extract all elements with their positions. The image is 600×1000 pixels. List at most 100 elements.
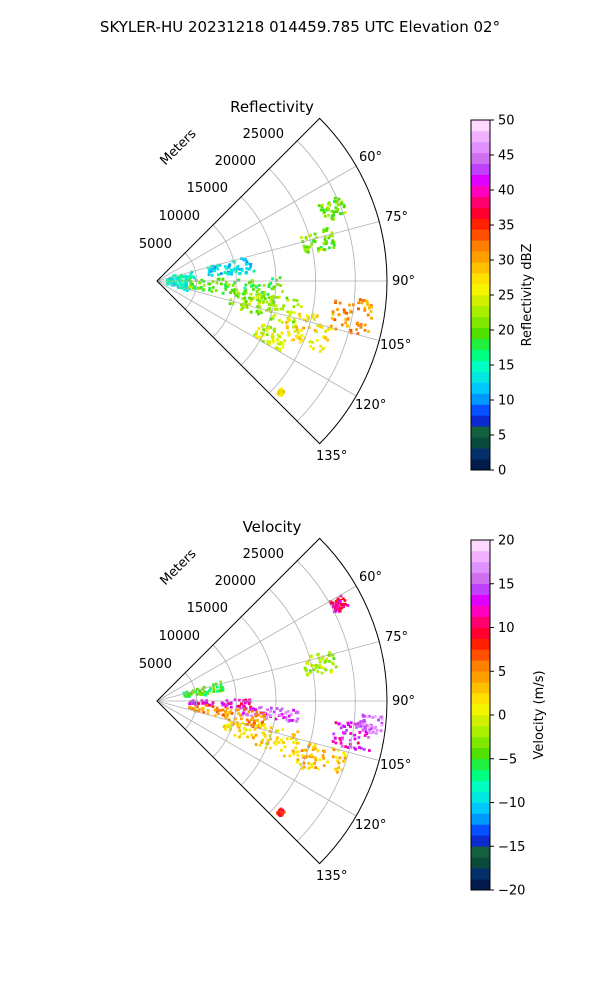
radar-gate	[221, 277, 225, 281]
radar-gate	[282, 741, 285, 744]
radar-gate	[304, 748, 308, 752]
radar-gate	[224, 727, 227, 731]
colorbar-segment	[471, 780, 490, 792]
radar-gate	[323, 237, 327, 241]
radar-gate	[359, 323, 363, 326]
radar-gate	[313, 743, 317, 747]
radar-gate	[286, 298, 290, 302]
radar-gate	[259, 293, 262, 297]
radar-gate	[302, 244, 306, 248]
radar-gate	[281, 808, 285, 812]
radar-gate	[356, 724, 360, 728]
radar-gate	[243, 707, 247, 711]
radar-gate	[221, 291, 225, 295]
radar-gate	[236, 708, 240, 712]
radar-gate	[327, 236, 331, 240]
radar-gate	[242, 704, 245, 708]
radar-gate	[339, 594, 343, 598]
radar-gate	[257, 312, 260, 316]
radar-gate	[307, 326, 311, 330]
radar-gate	[368, 729, 372, 732]
radar-gate	[279, 807, 283, 811]
radar-gate	[271, 301, 274, 304]
radar-gate	[332, 246, 336, 249]
radar-gate	[236, 265, 240, 268]
radar-gate	[370, 316, 373, 320]
radar-gate	[359, 298, 362, 302]
radar-gate	[283, 339, 287, 343]
colorbar-segment	[471, 152, 490, 165]
radar-gate	[183, 274, 187, 278]
radial-tick-label: 10000	[159, 209, 200, 224]
radar-gate	[334, 665, 338, 669]
radar-gate	[292, 317, 296, 321]
radar-gate	[263, 717, 266, 721]
colorbar-segment	[471, 649, 490, 661]
colorbar-segment	[471, 835, 490, 847]
radar-gate	[250, 284, 253, 288]
azimuth-tick-label: 90°	[392, 694, 415, 709]
radar-gate	[254, 743, 258, 746]
radar-gate	[309, 345, 312, 348]
figure-suptitle: SKYLER-HU 20231218 014459.785 UTC Elevat…	[100, 18, 500, 36]
radar-gate	[342, 605, 346, 608]
radar-gate	[228, 725, 231, 728]
radar-gate	[284, 711, 288, 715]
radar-gate	[338, 301, 342, 305]
velocity-panel: Velocity Meters 5000 10000 15000 20000 2…	[139, 518, 547, 899]
radar-gate	[279, 738, 283, 742]
radar-gate	[268, 340, 272, 344]
radar-gate	[331, 755, 335, 759]
radar-gate	[230, 721, 233, 724]
velocity-title: Velocity	[243, 518, 302, 536]
radar-gate	[224, 287, 228, 291]
radar-gate	[229, 268, 233, 272]
reflectivity-sector-frame	[156, 117, 388, 445]
radar-gate	[367, 727, 371, 730]
radar-gate	[191, 275, 195, 278]
radar-gate	[256, 296, 260, 300]
radar-gate	[335, 770, 339, 774]
radar-gate	[359, 724, 363, 728]
radar-gate	[248, 296, 251, 300]
radar-gate	[298, 762, 302, 766]
radar-gate	[344, 318, 348, 321]
radar-gate	[249, 299, 253, 302]
radar-gate	[379, 715, 383, 719]
radar-gate	[365, 300, 369, 304]
radar-gate	[248, 281, 251, 285]
radar-gate	[257, 292, 261, 296]
radar-gate	[249, 723, 253, 727]
radar-gate	[338, 737, 342, 740]
radar-gate	[295, 750, 298, 754]
radar-gate	[185, 690, 189, 694]
radar-gate	[292, 305, 296, 308]
colorbar-segment	[471, 229, 490, 241]
radar-gate	[223, 283, 227, 287]
radar-gate	[337, 761, 341, 765]
reflectivity-range-label: Meters	[158, 126, 200, 168]
radar-gate	[316, 324, 320, 327]
radar-gate	[220, 701, 224, 705]
radar-gate	[323, 248, 326, 251]
radar-gate	[289, 712, 293, 716]
radar-gate	[241, 713, 244, 716]
radar-gate	[268, 307, 272, 310]
radar-gate	[335, 768, 339, 772]
velocity-colorbar: −20 −15 −10 −5 0 5 10 15 20 Velocity (m/s)	[470, 534, 547, 899]
radar-gate	[369, 310, 373, 313]
radar-gate	[279, 340, 283, 344]
velocity-colorbar-label: Velocity (m/s)	[532, 670, 547, 759]
radar-gate	[256, 713, 260, 717]
colorbar-segment	[471, 141, 490, 154]
colorbar-segment	[471, 382, 490, 394]
radar-gate	[349, 329, 353, 332]
radar-gate	[212, 688, 216, 691]
radar-gate	[230, 272, 233, 276]
colorbar-segment	[471, 437, 490, 449]
radar-gate	[306, 317, 310, 321]
radar-gate	[269, 709, 273, 713]
radar-gate	[166, 281, 169, 285]
radar-gate	[280, 320, 284, 324]
